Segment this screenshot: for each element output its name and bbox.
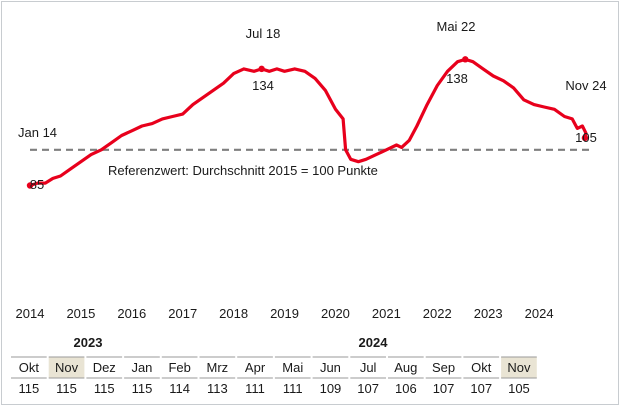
reference-note: Referenzwert: Durchschnitt 2015 = 100 Pu… bbox=[108, 163, 378, 178]
table-value: 114 bbox=[169, 381, 190, 396]
table-value: 109 bbox=[320, 381, 342, 396]
annotation-value: 138 bbox=[446, 71, 468, 86]
table-month: Okt bbox=[19, 360, 40, 375]
table-value: 115 bbox=[132, 381, 153, 396]
x-tick-label: 2016 bbox=[117, 306, 146, 321]
table-value: 111 bbox=[245, 381, 265, 396]
table-month: Jul bbox=[360, 360, 377, 375]
x-tick-label: 2021 bbox=[372, 306, 401, 321]
table-month: Apr bbox=[245, 360, 266, 375]
table-value: 115 bbox=[18, 381, 39, 396]
table-month: Feb bbox=[168, 360, 190, 375]
table-value: 107 bbox=[470, 381, 492, 396]
annotation-label: Jan 14 bbox=[18, 125, 57, 140]
table-year-2023: 2023 bbox=[74, 335, 103, 350]
table-month: Nov bbox=[507, 360, 531, 375]
x-tick-label: 2015 bbox=[66, 306, 95, 321]
table-month: Aug bbox=[394, 360, 417, 375]
x-tick-label: 2020 bbox=[321, 306, 350, 321]
x-tick-label: 2017 bbox=[168, 306, 197, 321]
annotation-value: 85 bbox=[30, 177, 44, 192]
x-tick-label: 2022 bbox=[423, 306, 452, 321]
table-month: Mai bbox=[282, 360, 303, 375]
x-tick-label: 2018 bbox=[219, 306, 248, 321]
x-tick-label: 2024 bbox=[525, 306, 554, 321]
table-month: Nov bbox=[55, 360, 79, 375]
series-line-0 bbox=[28, 57, 588, 188]
annotation-label: Nov 24 bbox=[565, 78, 606, 93]
table-value: 115 bbox=[56, 381, 77, 396]
annotation-marker bbox=[258, 65, 265, 73]
annotation-value: 105 bbox=[575, 130, 597, 145]
table-year-2024: 2024 bbox=[359, 335, 389, 350]
table-value: 115 bbox=[94, 381, 115, 396]
table-highlight bbox=[501, 357, 537, 378]
table-value: 105 bbox=[508, 381, 530, 396]
table-value: 106 bbox=[395, 381, 417, 396]
line-chart: Jan 14 85 Jul 18 134 Mai 22 138 Nov 24 105 Refe… bbox=[11, 19, 607, 396]
table-month: Mrz bbox=[207, 360, 229, 375]
annotation-label: Jul 18 bbox=[246, 26, 281, 41]
x-tick-label: 2014 bbox=[16, 306, 45, 321]
x-tick-label: 2023 bbox=[474, 306, 503, 321]
annotation-marker bbox=[26, 182, 34, 189]
table-value: 107 bbox=[357, 381, 379, 396]
table-month: Sep bbox=[432, 360, 455, 375]
annotation-marker bbox=[581, 134, 589, 142]
table-highlight bbox=[48, 357, 85, 378]
table-value: 107 bbox=[433, 381, 455, 396]
table-month: Jun bbox=[320, 360, 341, 375]
table-value: 111 bbox=[283, 381, 303, 396]
table-month: Jan bbox=[131, 360, 152, 375]
annotation-label: Mai 22 bbox=[436, 19, 475, 34]
table-value: 113 bbox=[207, 381, 228, 396]
x-tick-label: 2019 bbox=[270, 306, 299, 321]
table-month: Okt bbox=[471, 360, 492, 375]
table-month: Dez bbox=[93, 360, 116, 375]
annotation-value: 134 bbox=[252, 78, 274, 93]
annotation-marker bbox=[462, 56, 469, 63]
